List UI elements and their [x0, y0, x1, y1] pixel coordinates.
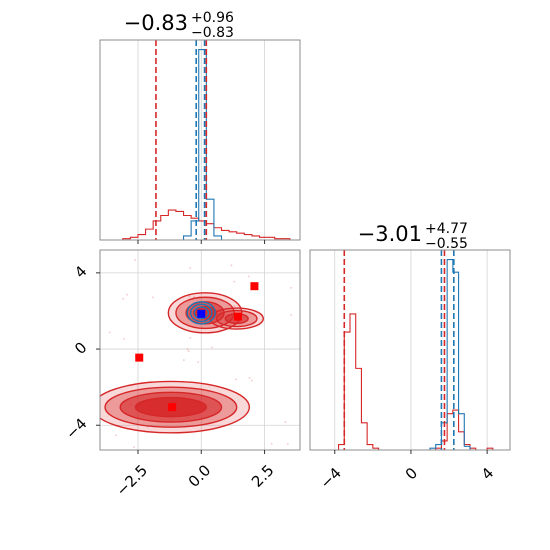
panel-bottom-right-histogram: −4 0 4 −3.01 +4.77 −0.55 — [309, 221, 511, 492]
panel-top-left-bars — [100, 48, 298, 240]
sample-point — [233, 305, 236, 308]
panel-bottom-right-series-0-step — [310, 313, 505, 450]
panel-top-left-title-sub: −0.83 — [191, 25, 234, 41]
sample-point — [247, 275, 250, 278]
sample-point — [134, 259, 137, 261]
sample-point — [208, 315, 211, 317]
sample-point — [169, 319, 172, 321]
panel-bottom-left-x-tick-label: 0.0 — [185, 461, 215, 491]
panel-top-left-title: −0.83 — [124, 11, 188, 35]
panel-top-left-quantile-lines — [155, 40, 208, 240]
red-marker — [250, 282, 259, 291]
sample-point — [197, 361, 199, 364]
sample-point — [233, 280, 236, 283]
panel-top-left-series-1-step — [100, 48, 298, 240]
contour-blue-level-0 — [186, 301, 216, 325]
sample-point — [126, 293, 129, 296]
sample-point — [188, 295, 191, 298]
panel-top-left-frame — [99, 39, 301, 241]
panel-bottom-left-x-tick-label: −2.5 — [113, 461, 151, 499]
sample-point — [146, 425, 149, 428]
sample-point — [151, 296, 154, 299]
sample-point — [186, 416, 189, 419]
panel-bottom-right-grid — [334, 250, 488, 450]
sample-point — [153, 402, 155, 405]
sample-point — [211, 346, 213, 349]
panel-bottom-right-bars — [310, 258, 505, 450]
panel-bottom-left-contour: −2.5 0.0 2.5 −4 0 4 — [62, 249, 301, 500]
panel-bottom-right-quantile-lines — [343, 250, 455, 450]
red-marker — [135, 353, 144, 362]
panel-bottom-left-x-tick-label: 2.5 — [248, 461, 278, 491]
sample-point — [250, 379, 253, 382]
sample-point — [189, 267, 191, 269]
sample-point — [155, 405, 158, 408]
panel-bottom-right-ticks: −4 0 4 — [317, 450, 497, 492]
sample-point — [108, 331, 111, 334]
sample-point — [189, 336, 192, 339]
blue-marker — [197, 309, 206, 318]
sample-point — [290, 286, 293, 289]
sample-point — [235, 378, 238, 381]
panel-bottom-left-y-tick-label: −4 — [62, 415, 90, 443]
sample-point — [230, 264, 233, 267]
red-marker — [168, 403, 177, 412]
sample-point — [193, 296, 196, 299]
sample-point — [182, 359, 185, 361]
panel-top-left-ticks — [137, 240, 266, 244]
panel-bottom-right-x-tick-label: 4 — [478, 464, 497, 483]
panel-bottom-left-contours — [100, 259, 293, 449]
sample-point — [290, 314, 292, 316]
sample-point — [198, 296, 201, 298]
sample-point — [284, 421, 287, 423]
panel-top-left-title-sup: +0.96 — [191, 10, 234, 26]
panel-bottom-right-x-tick-label: −4 — [317, 464, 345, 492]
red-marker — [233, 312, 242, 321]
sample-point — [114, 424, 117, 427]
panel-bottom-left-frame — [99, 249, 301, 451]
panel-bottom-right-title-sup: +4.77 — [425, 221, 468, 237]
panel-bottom-right-x-tick-label: 0 — [402, 464, 421, 483]
panel-bottom-right-title: −3.01 — [358, 222, 422, 246]
sample-point — [122, 297, 124, 300]
sample-point — [187, 350, 190, 353]
panel-top-left-grid — [137, 40, 265, 240]
sample-point — [186, 348, 189, 351]
sample-point — [133, 446, 135, 449]
sample-point — [123, 337, 126, 340]
panel-bottom-right-series-1-step — [310, 258, 505, 450]
panel-bottom-left-y-tick-label: 0 — [71, 338, 90, 357]
panel-bottom-left-points — [135, 282, 259, 412]
sample-point — [216, 331, 219, 334]
sample-point — [115, 434, 117, 437]
panel-top-left-histogram: −0.83 +0.96 −0.83 — [99, 10, 301, 244]
sample-point — [248, 377, 251, 379]
panel-bottom-right-frame — [309, 249, 511, 451]
sample-point — [270, 442, 273, 445]
sample-point — [286, 443, 289, 445]
panel-bottom-right-title-sub: −0.55 — [425, 236, 468, 252]
contour-blue-level-1 — [189, 303, 213, 323]
contour-blue-level-2 — [193, 306, 210, 320]
panel-bottom-left-y-tick-label: 4 — [71, 262, 90, 281]
sample-point — [129, 403, 132, 406]
sample-point — [219, 329, 222, 332]
